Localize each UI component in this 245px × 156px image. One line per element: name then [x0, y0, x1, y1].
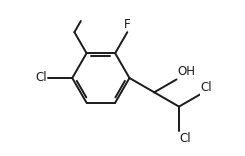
Text: OH: OH [178, 65, 196, 78]
Text: Cl: Cl [180, 132, 191, 145]
Text: Cl: Cl [36, 71, 47, 85]
Text: F: F [124, 18, 131, 31]
Text: Cl: Cl [201, 81, 212, 94]
